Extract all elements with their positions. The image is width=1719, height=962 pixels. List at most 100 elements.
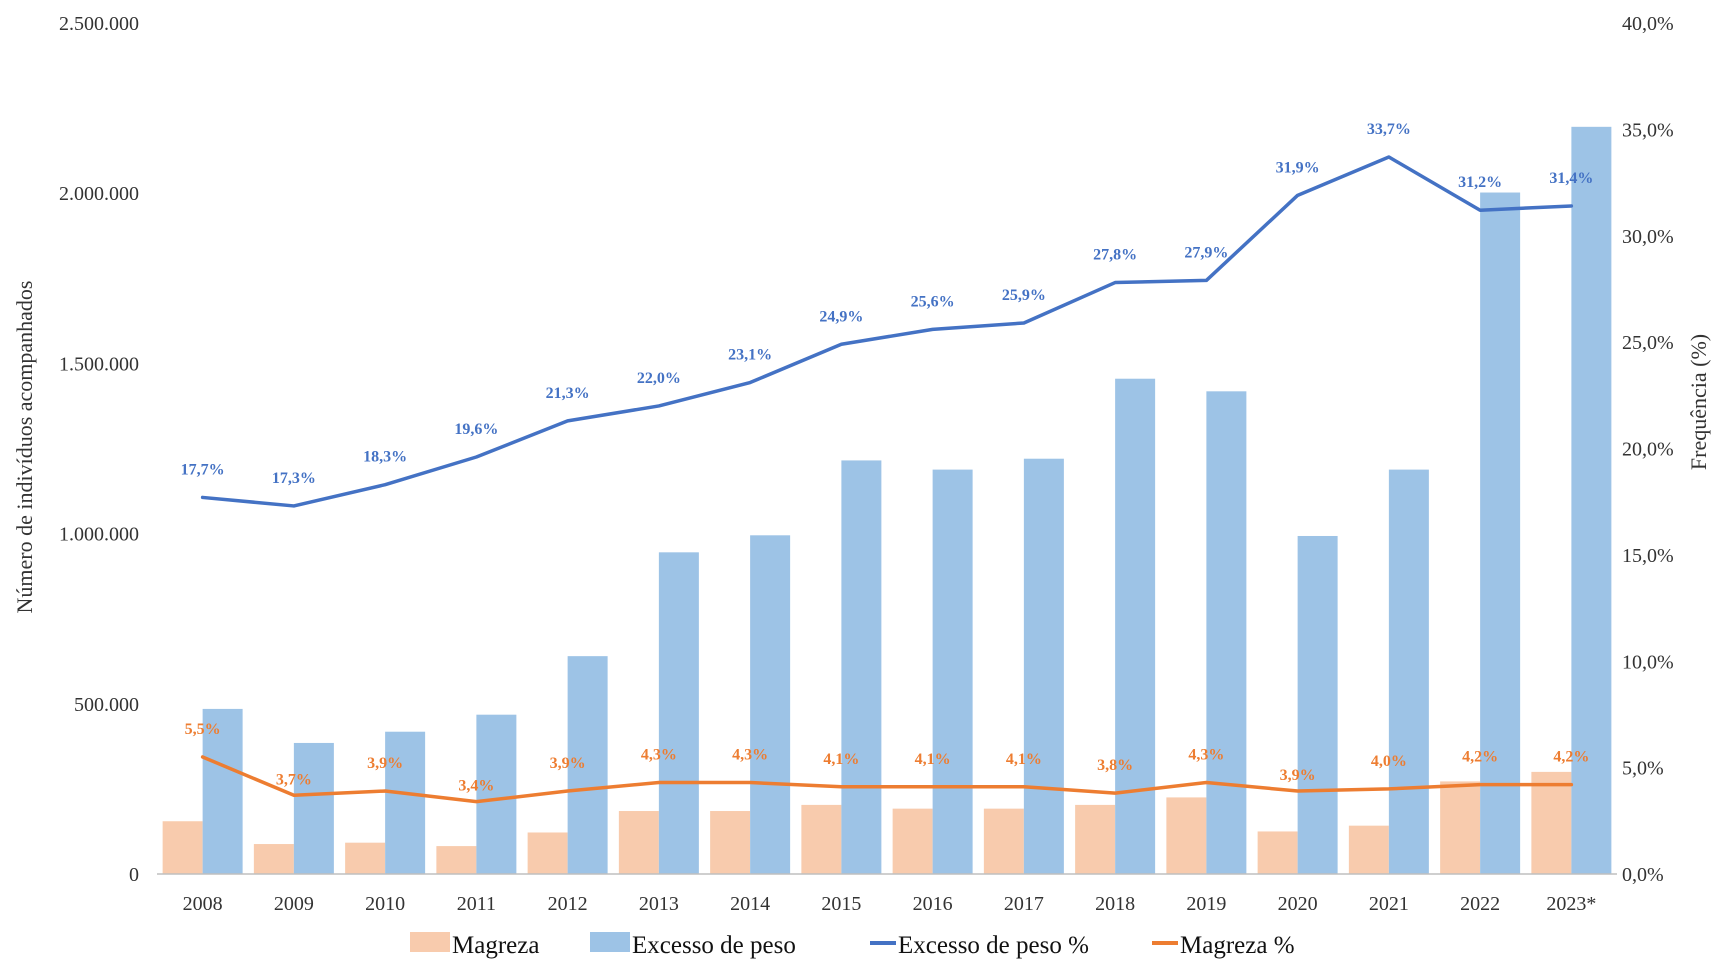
y-right-tick-label: 25,0% [1622, 332, 1674, 354]
data-label-excesso-de-peso-pct: 31,9% [1276, 159, 1320, 176]
data-label-excesso-de-peso-pct: 27,8% [1093, 247, 1137, 264]
data-label-magreza-pct: 3,8% [1097, 757, 1133, 774]
y-right-tick-label: 20,0% [1622, 439, 1674, 461]
x-tick-label: 2021 [1369, 893, 1409, 915]
bar-magreza [1348, 825, 1389, 874]
y-left-tick-label: 500.000 [74, 694, 139, 716]
bar-excesso-de-peso [1206, 391, 1247, 874]
data-label-magreza-pct: 4,1% [1006, 751, 1042, 768]
y-right-axis-title: Frequência (%) [1686, 334, 1711, 470]
data-label-magreza-pct: 3,9% [550, 755, 586, 772]
data-label-magreza-pct: 4,1% [823, 751, 859, 768]
y-right-tick-label: 5,0% [1622, 758, 1664, 780]
bar-excesso-de-peso [476, 714, 517, 874]
data-label-magreza-pct: 4,3% [641, 747, 677, 764]
x-tick-group: 2008 2009 2010 2011 2012 2013 2014 2015 2016 2017… [183, 893, 1597, 915]
x-tick-label: 2023* [1546, 893, 1596, 915]
y-right-tick-label: 10,0% [1622, 651, 1674, 673]
bar-excesso-de-peso [750, 535, 791, 874]
legend-label: Magreza [452, 932, 539, 959]
x-tick-label: 2017 [1004, 893, 1044, 915]
legend-swatch-bar [590, 932, 630, 952]
data-label-excesso-de-peso-pct: 25,9% [1002, 287, 1046, 304]
y-right-tick-label: 30,0% [1622, 226, 1674, 248]
y-left-tick-group: 0 500.000 1.000.000 1.500.000 2.000.000 2.500… [59, 13, 139, 886]
legend-label: Excesso de peso [632, 932, 796, 959]
line-magreza-pct [200, 755, 1574, 804]
legend-label: Magreza % [1180, 932, 1295, 959]
x-tick-label: 2022 [1460, 893, 1500, 915]
bar-excesso-de-peso [841, 460, 882, 874]
bar-excesso-de-peso [202, 708, 243, 874]
bar-magreza [1075, 804, 1116, 874]
data-label-magreza-pct: 4,2% [1462, 749, 1498, 766]
bar-excesso-de-peso [1023, 458, 1064, 874]
bar-excesso-de-peso [1571, 126, 1612, 874]
data-label-magreza-pct: 4,2% [1553, 749, 1589, 766]
data-label-magreza-pct: 4,3% [1188, 747, 1224, 764]
bar-magreza [983, 808, 1024, 874]
bar-excesso-de-peso [293, 742, 334, 874]
y-right-tick-group: 0,0% 5,0% 10,0% 15,0% 20,0% 25,0% 30,0% 35,0% 40… [1622, 13, 1674, 886]
data-label-excesso-de-peso-pct: 31,2% [1458, 174, 1502, 191]
bar-magreza [1166, 797, 1207, 874]
data-label-excesso-de-peso-pct: 33,7% [1367, 121, 1411, 138]
x-tick-label: 2014 [730, 893, 770, 915]
x-tick-label: 2008 [183, 893, 223, 915]
line-series-group [200, 155, 1574, 804]
data-label-excesso-de-peso-pct: 19,6% [454, 421, 498, 438]
y-left-tick-label: 2.000.000 [59, 183, 139, 205]
x-tick-label: 2012 [548, 893, 588, 915]
bar-magreza [253, 844, 294, 874]
bar-magreza [436, 846, 477, 874]
data-label-group: 17,7% 17,3% 18,3% 19,6% 21,3% 22,0% 23,1% 24,9%… [181, 121, 1594, 795]
data-label-excesso-de-peso-pct: 25,6% [911, 293, 955, 310]
data-label-magreza-pct: 5,5% [185, 721, 221, 738]
bar-magreza [892, 808, 933, 874]
data-label-excesso-de-peso-pct: 18,3% [363, 449, 407, 466]
data-label-excesso-de-peso-pct: 24,9% [819, 308, 863, 325]
bar-magreza [1257, 831, 1298, 874]
x-tick-label: 2020 [1278, 893, 1318, 915]
data-label-excesso-de-peso-pct: 31,4% [1549, 170, 1593, 187]
bar-excesso-de-peso [658, 552, 699, 874]
data-label-magreza-pct: 4,3% [732, 747, 768, 764]
data-label-magreza-pct: 4,1% [915, 751, 951, 768]
bar-magreza [527, 832, 568, 874]
bar-magreza [618, 811, 659, 874]
line-excesso-de-peso-pct [200, 155, 1574, 508]
data-label-magreza-pct: 3,9% [1280, 767, 1316, 784]
data-label-magreza-pct: 3,9% [367, 755, 403, 772]
bar-excesso-de-peso [1297, 535, 1338, 874]
bar-magreza [1531, 771, 1572, 874]
bar-magreza [1440, 781, 1481, 874]
legend-swatch-bar [410, 932, 450, 952]
y-left-axis-title: Número de indivíduos acompanhados [12, 281, 37, 614]
data-label-excesso-de-peso-pct: 27,9% [1184, 244, 1228, 261]
y-right-tick-label: 40,0% [1622, 13, 1674, 35]
y-right-tick-label: 0,0% [1622, 864, 1664, 886]
bar-excesso-de-peso [385, 731, 426, 874]
data-label-magreza-pct: 4,0% [1371, 753, 1407, 770]
x-tick-label: 2009 [274, 893, 314, 915]
bar-series-group [162, 126, 1612, 875]
bar-magreza [710, 811, 751, 874]
bar-magreza [345, 842, 386, 874]
bar-magreza [801, 804, 842, 874]
legend: Magreza Excesso de peso Excesso de peso % M… [410, 932, 1295, 959]
y-right-tick-label: 35,0% [1622, 119, 1674, 141]
x-tick-label: 2016 [913, 893, 953, 915]
x-tick-label: 2019 [1186, 893, 1226, 915]
y-right-tick-label: 15,0% [1622, 545, 1674, 567]
x-tick-label: 2013 [639, 893, 679, 915]
x-tick-label: 2010 [365, 893, 405, 915]
bar-magreza [162, 821, 203, 874]
bar-excesso-de-peso [1115, 378, 1156, 874]
data-label-excesso-de-peso-pct: 22,0% [637, 370, 681, 387]
legend-label: Excesso de peso % [898, 932, 1089, 959]
y-left-tick-label: 1.000.000 [59, 524, 139, 546]
y-left-tick-label: 0 [129, 864, 139, 886]
x-tick-label: 2011 [457, 893, 496, 915]
bar-excesso-de-peso [1480, 192, 1521, 875]
